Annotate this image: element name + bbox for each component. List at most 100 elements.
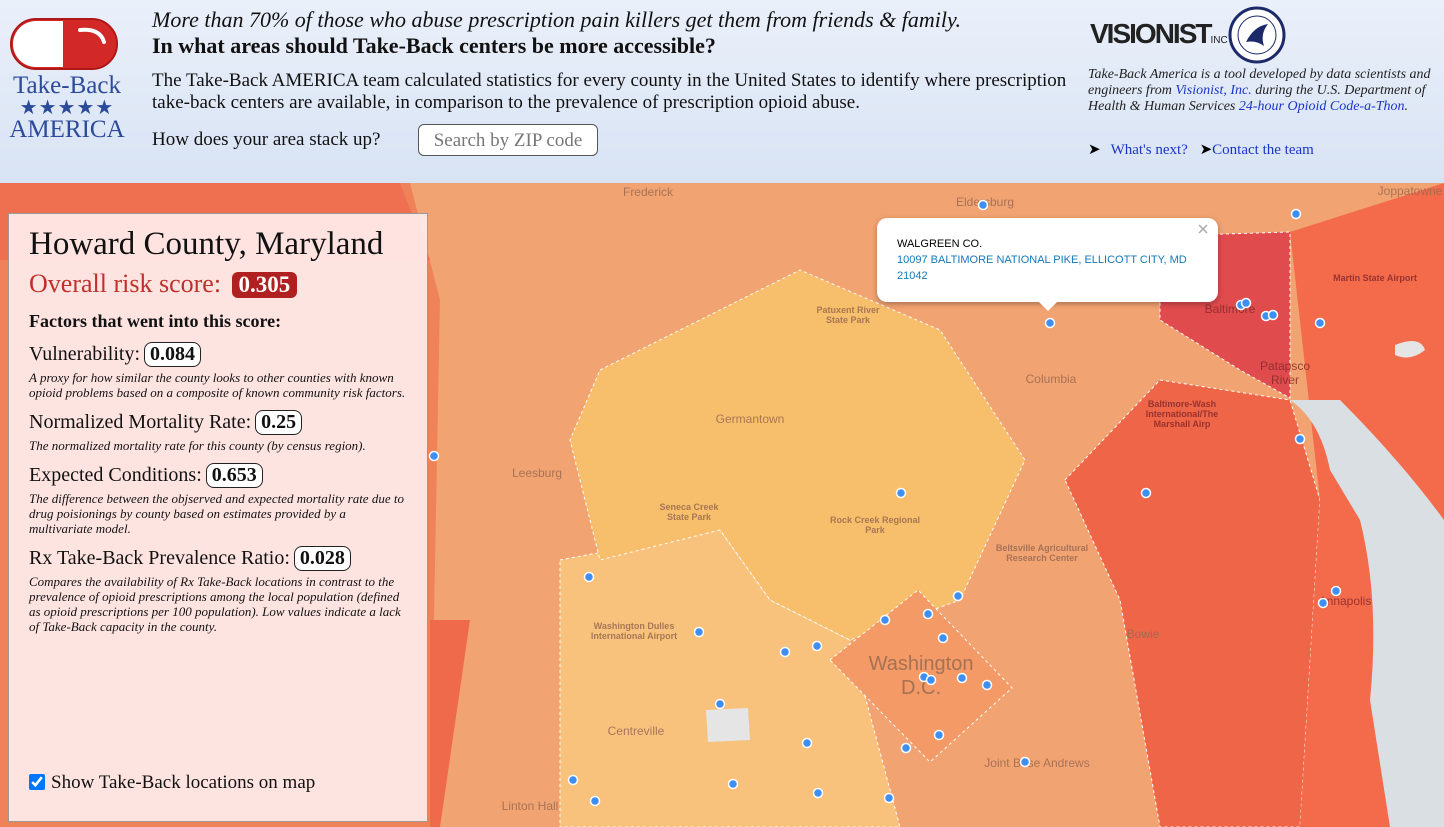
- factor: Expected Conditions: 0.653 The difference …: [29, 463, 407, 536]
- location-dot[interactable]: [883, 792, 895, 804]
- map-label: International Airport: [591, 631, 677, 641]
- arrow: ➤: [1199, 142, 1213, 158]
- location-dot[interactable]: [428, 450, 440, 462]
- tagline: More than 70% of those who abuse prescri…: [152, 7, 962, 32]
- factor-row: Normalized Mortality Rate: 0.25: [29, 410, 407, 435]
- location-dot[interactable]: [714, 698, 726, 710]
- link[interactable]: Visionist, Inc.: [1175, 83, 1252, 98]
- factor-name: Rx Take-Back Prevalence Ratio:: [29, 547, 290, 569]
- map-label: Baltimore-Wash: [1148, 399, 1216, 409]
- location-dot[interactable]: [1314, 317, 1326, 329]
- factor-row: Expected Conditions: 0.653: [29, 463, 407, 488]
- map-label: Park: [865, 525, 886, 535]
- county: [569, 269, 1026, 641]
- link[interactable]: Contact the team: [1212, 142, 1314, 158]
- map-label: Patapsco: [1260, 359, 1310, 373]
- location-dot[interactable]: [583, 571, 595, 583]
- location-dot[interactable]: [981, 679, 993, 691]
- factor: Vulnerability: 0.084 A proxy for how simil…: [29, 342, 407, 400]
- description: The Take-Back AMERICA team calculated st…: [152, 70, 1067, 113]
- factor-description: The difference between the objserved and…: [29, 491, 404, 536]
- close-button[interactable]: [1198, 224, 1208, 234]
- about-text: during the U.S. Department of Health & H…: [1088, 83, 1426, 114]
- location-dot[interactable]: [952, 590, 964, 602]
- nav-links: ➤ What's next? ➤Contact the team: [1088, 140, 1314, 159]
- location-dot[interactable]: [977, 199, 989, 211]
- location-dot[interactable]: [1019, 756, 1031, 768]
- location-dot[interactable]: [956, 672, 968, 684]
- factor-description: The normalized mortality rate for this c…: [29, 438, 366, 453]
- map-label: Rock Creek Regional: [830, 515, 920, 525]
- popup-pointer: [1038, 301, 1058, 311]
- location-dot[interactable]: [801, 737, 813, 749]
- map-label: State Park: [667, 512, 712, 522]
- logo[interactable]: Take-Back ★★★★★ AMERICA: [8, 16, 126, 142]
- zip-search[interactable]: Search by ZIP code: [418, 124, 598, 156]
- factor-name: Expected Conditions:: [29, 464, 202, 486]
- location-dot[interactable]: [1330, 585, 1342, 597]
- map-label: International/The: [1146, 409, 1219, 419]
- factor-description: A proxy for how similar the county looks…: [29, 370, 406, 400]
- takeback-locations: [428, 199, 1342, 807]
- map-label: Frederick: [623, 185, 674, 199]
- county: [1064, 379, 1321, 827]
- logo-text: Take-Back: [13, 72, 121, 99]
- map-label: Annapolis: [1319, 594, 1372, 608]
- location-dot[interactable]: [933, 729, 945, 741]
- factor-row: Rx Take-Back Prevalence Ratio: 0.028: [29, 546, 407, 571]
- location-dot[interactable]: [937, 632, 949, 644]
- location-dot[interactable]: [895, 487, 907, 499]
- map-label: Seneca Creek: [659, 502, 719, 512]
- location-dot[interactable]: [922, 608, 934, 620]
- prompt: How does your area stack up?: [152, 129, 381, 150]
- partner-suffix: INC: [1210, 35, 1228, 46]
- location-dot[interactable]: [1240, 297, 1252, 309]
- link[interactable]: 24-hour Opioid Code-a-Thon: [1238, 99, 1405, 114]
- link[interactable]: What's next?: [1110, 142, 1188, 158]
- map-label: Beltsville Agricultural: [996, 543, 1088, 553]
- arrow: ➤: [1088, 142, 1101, 158]
- map-label: State Park: [826, 315, 871, 325]
- location-dot[interactable]: [1044, 317, 1056, 329]
- logo-stars: ★★★★★: [19, 97, 115, 119]
- location-dot[interactable]: [693, 626, 705, 638]
- location-dot[interactable]: [925, 674, 937, 686]
- risk-score: Overall risk score: 0.305: [29, 269, 407, 299]
- location-dot[interactable]: [1317, 597, 1329, 609]
- map-label: Research Center: [1006, 553, 1078, 563]
- checkbox[interactable]: [29, 774, 45, 790]
- map-labels: FrederickEldersburgJoppatownePatuxent Ri…: [502, 184, 1443, 813]
- location-dot[interactable]: [779, 646, 791, 658]
- location-dot[interactable]: [1267, 309, 1279, 321]
- map-label: Centreville: [608, 724, 665, 738]
- factor-value: 0.25: [255, 410, 303, 435]
- factors: Vulnerability: 0.084 A proxy for how simil…: [29, 342, 407, 634]
- county: [430, 620, 470, 827]
- location-dot[interactable]: [812, 787, 824, 799]
- location-dot[interactable]: [589, 795, 601, 807]
- location-dot[interactable]: [1294, 433, 1306, 445]
- about-text: Take-Back America is a tool developed by…: [1088, 67, 1431, 98]
- checkbox-label: Show Take-Back locations on map: [51, 772, 316, 793]
- map-label: Bowie: [1127, 627, 1160, 641]
- map-label: Columbia: [1026, 372, 1077, 386]
- location-dot[interactable]: [811, 640, 823, 652]
- hhs-seal[interactable]: [1228, 6, 1286, 64]
- location-dot[interactable]: [900, 742, 912, 754]
- location-dot[interactable]: [1140, 487, 1152, 499]
- location-dot[interactable]: [1290, 208, 1302, 220]
- location-dot[interactable]: [727, 778, 739, 790]
- checkbox-row[interactable]: Show Take-Back locations on map: [29, 772, 315, 794]
- factor-description: Compares the availability of Rx Take-Bac…: [29, 574, 401, 634]
- location-dot[interactable]: [567, 774, 579, 786]
- question: In what areas should Take-Back centers b…: [152, 33, 716, 58]
- about-text: Take-Back America is a tool developed by…: [1088, 67, 1438, 115]
- factor: Normalized Mortality Rate: 0.25 The normal…: [29, 410, 407, 453]
- county-title: Howard County, Maryland: [29, 226, 384, 262]
- factors-heading: Factors that went into this score:: [29, 311, 282, 331]
- location-dot[interactable]: [879, 614, 891, 626]
- partner-logo[interactable]: VISIONISTINC: [1090, 18, 1228, 50]
- map-label: Patuxent River: [816, 305, 880, 315]
- factor-row: Vulnerability: 0.084: [29, 342, 407, 367]
